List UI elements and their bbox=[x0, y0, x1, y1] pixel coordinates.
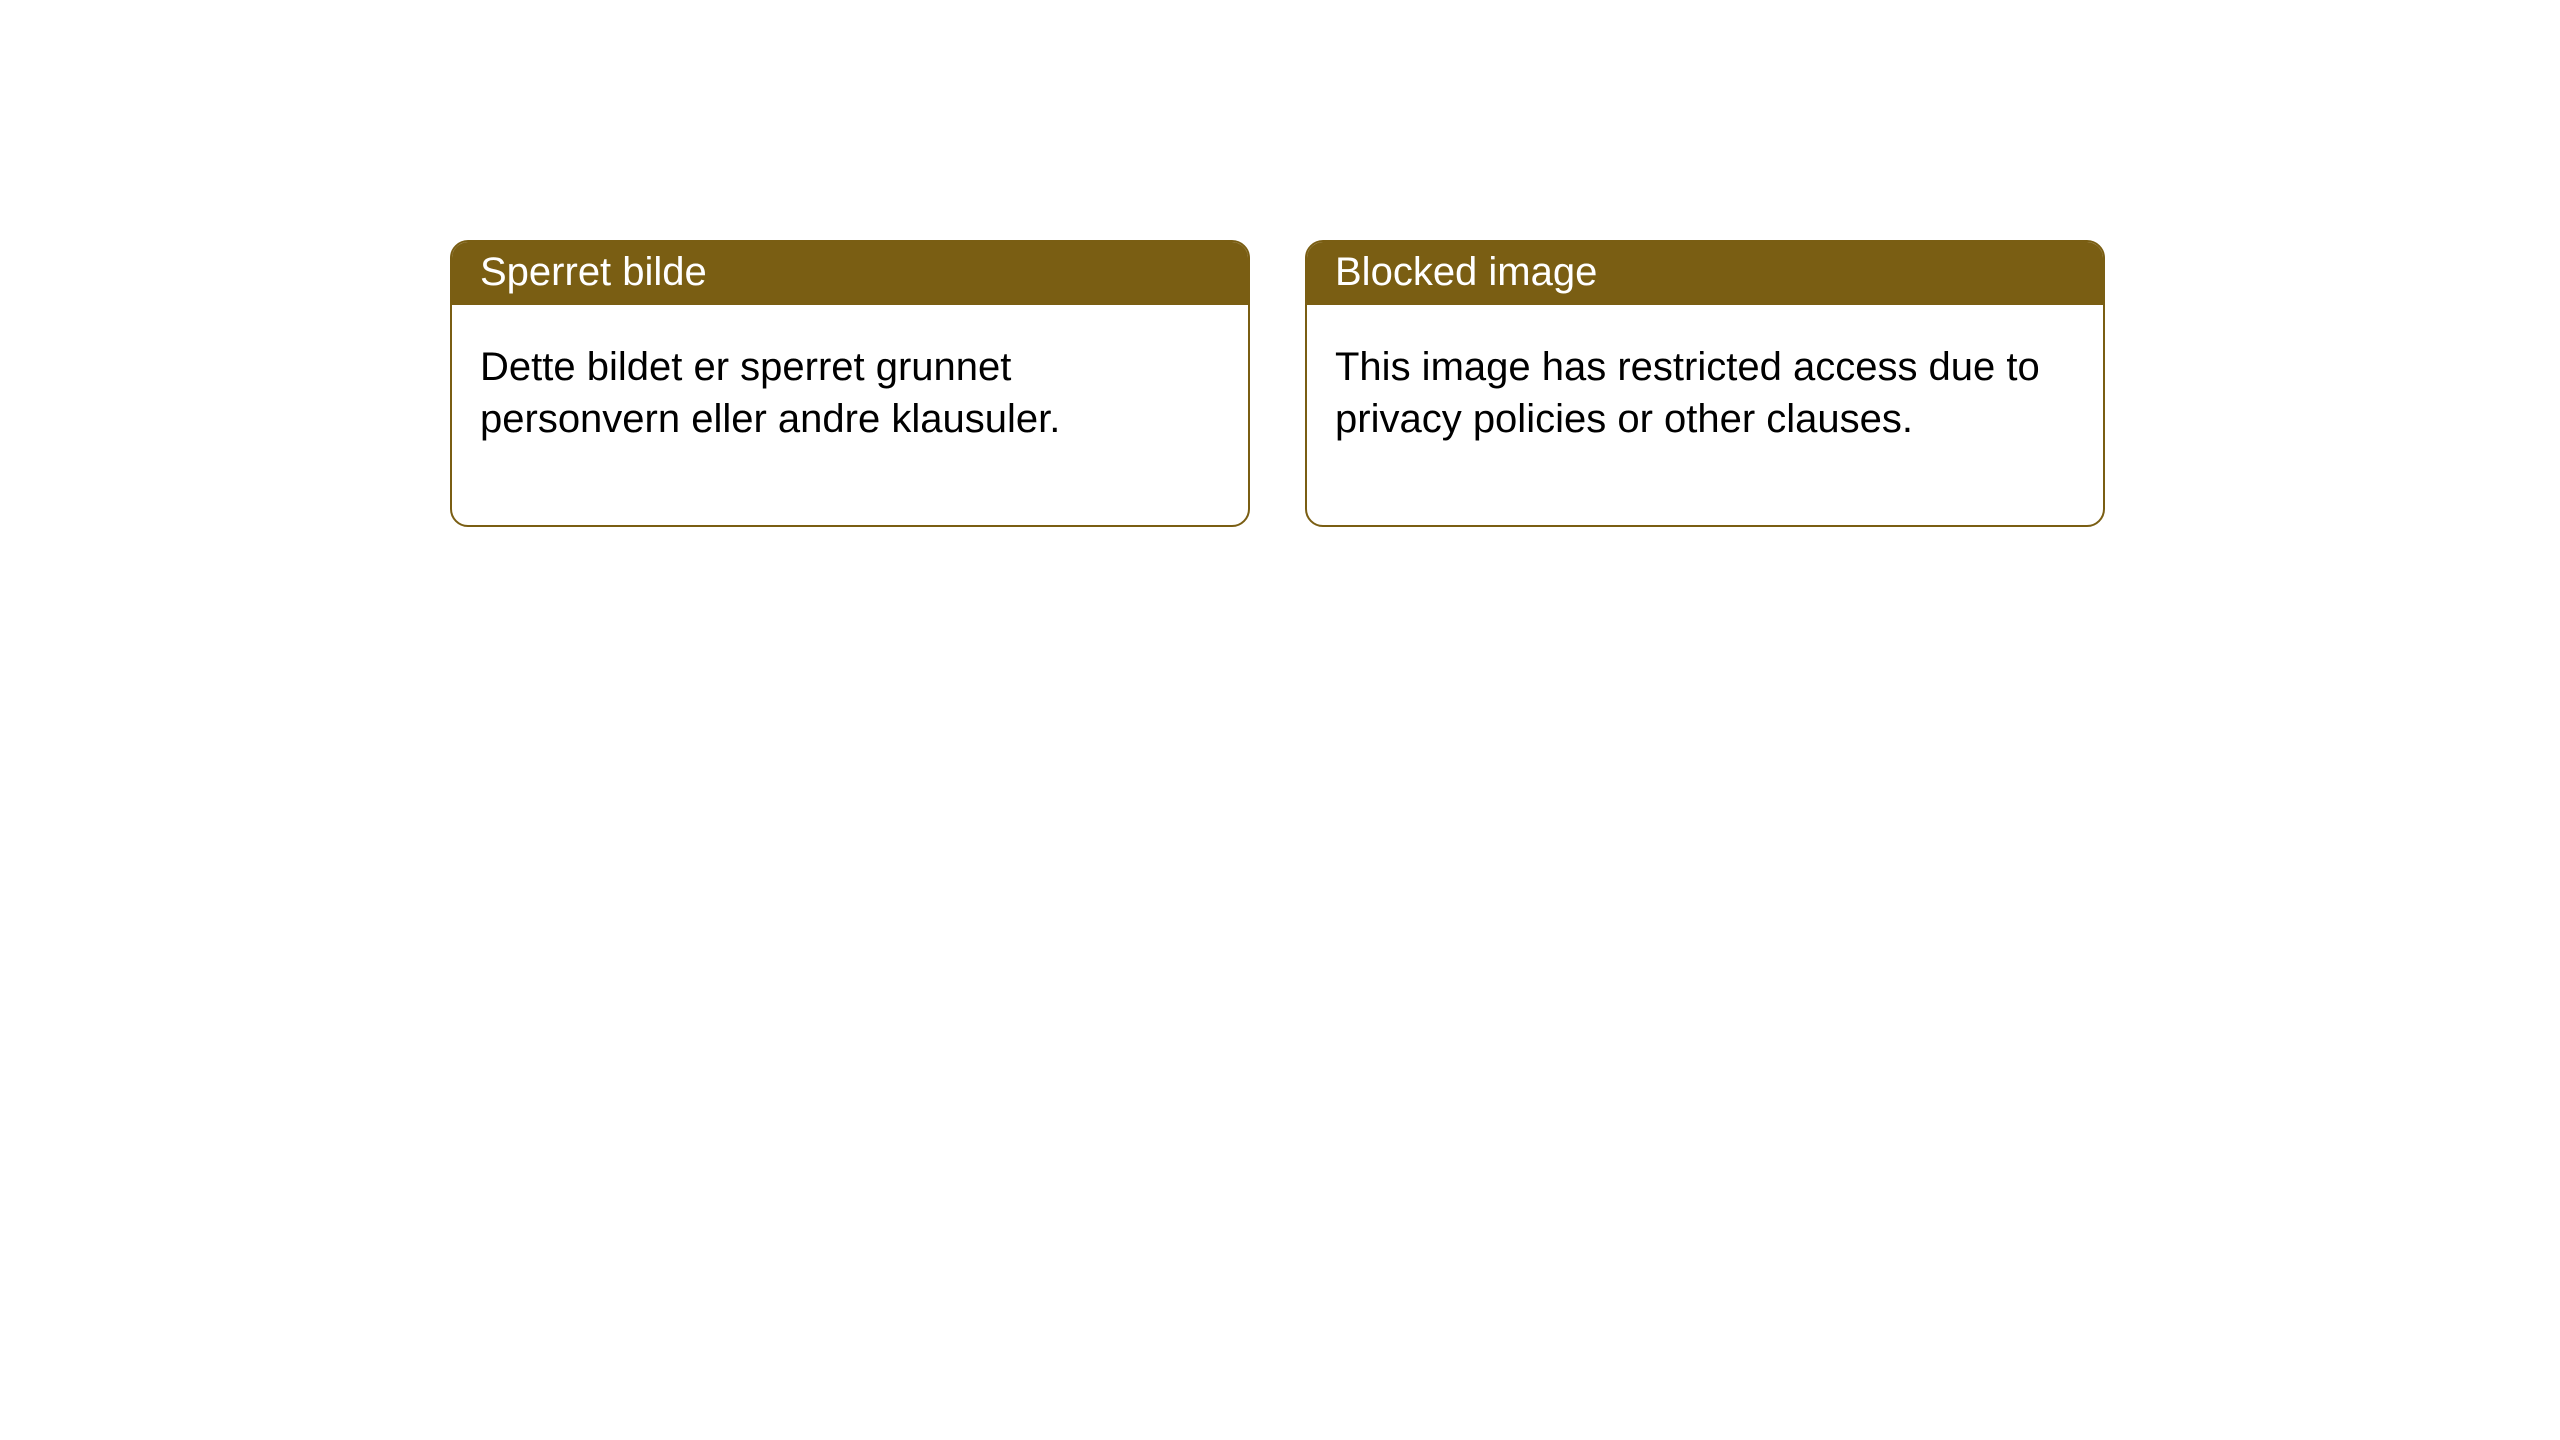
notice-header: Blocked image bbox=[1307, 242, 2103, 305]
notice-container: Sperret bilde Dette bildet er sperret gr… bbox=[0, 0, 2560, 527]
notice-body: This image has restricted access due to … bbox=[1307, 305, 2103, 525]
notice-title: Sperret bilde bbox=[480, 250, 707, 294]
notice-title: Blocked image bbox=[1335, 250, 1597, 294]
notice-message: This image has restricted access due to … bbox=[1335, 345, 2040, 441]
notice-message: Dette bildet er sperret grunnet personve… bbox=[480, 345, 1060, 441]
notice-card-english: Blocked image This image has restricted … bbox=[1305, 240, 2105, 527]
notice-body: Dette bildet er sperret grunnet personve… bbox=[452, 305, 1248, 525]
notice-card-norwegian: Sperret bilde Dette bildet er sperret gr… bbox=[450, 240, 1250, 527]
notice-header: Sperret bilde bbox=[452, 242, 1248, 305]
